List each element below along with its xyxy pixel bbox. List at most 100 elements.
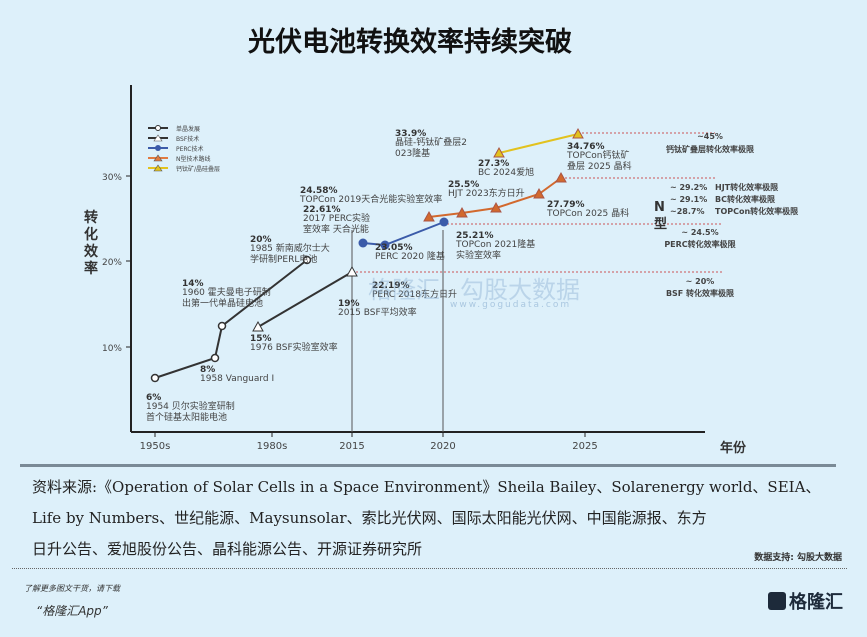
data-point [150,373,160,383]
point-label: 晶硅-钙钛矿叠层2023隆基 [395,138,467,159]
point-value-label: 6% [146,393,161,403]
limit-label: 钙钛矿叠层转化效率极限 [666,144,754,154]
legend-label: N型技术路线 [176,155,211,163]
point-label: 1954 贝尔实验室研制首个硅基太阳能电池 [146,402,235,423]
source-line: Life by Numbers、世纪能源、Maysunsolar、索比光伏网、国… [32,509,707,527]
watermark: www.gogudata.com [450,300,572,310]
point-value-label: 27.3% [478,159,509,169]
limit-label: HJT转化效率极限 [715,182,778,192]
limit-label: BC转化效率极限 [715,194,775,204]
point-value-label: 24.58% [300,186,338,196]
series-line [154,259,308,379]
legend-marker [153,134,163,142]
legend-label: PERC技术 [176,145,203,153]
data-support: 数据支持: 勾股大数据 [754,553,842,563]
logo-icon [768,592,786,610]
point-value-label: 33.9% [395,129,426,139]
point-value-label: 15% [250,334,272,344]
limit-label: PERC转化效率极限 [664,239,735,249]
point-value-label: 22.61% [303,205,341,215]
point-label: 2017 PERC实验室效率 天合光能 [303,214,370,235]
y-tick-label: 30% [102,173,122,183]
data-point [490,201,502,213]
data-point [217,321,227,331]
limit-value: ~ 20% [686,277,715,286]
point-value-label: 14% [182,279,204,289]
point-value-label: 23.05% [375,243,413,253]
point-label: 1960 霍夫曼电子研制出第一代单晶硅电池 [182,288,271,309]
divider [12,568,847,569]
limit-label: TOPCon转化效率极限 [715,206,798,216]
data-point [439,217,449,227]
promo-text: 了解更多图文干货，请下载 [24,584,120,593]
legend-label: BSF技术 [176,135,199,143]
data-point [493,146,505,158]
y-axis-label: 转化效率 [84,210,98,277]
y-tick-label: 10% [102,344,122,354]
chart-plot: 10% 20% 30% 1950s 1980s 2015 2020 2025 6% 8% 14% 20… [102,85,798,452]
legend-label: 钙钛矿/晶硅叠层 [176,165,220,173]
point-value-label: 25.5% [448,180,479,190]
data-point [572,127,584,139]
n-type-mark-xing: 型 [654,217,668,232]
logo: 格隆汇 [768,588,843,614]
data-point [210,353,220,363]
data-point [380,240,390,250]
point-label: 1958 Vanguard I [200,374,275,384]
data-point [358,238,368,248]
point-value-label: 20% [250,235,272,245]
point-label: TOPCon 2025 晶科 [547,209,630,219]
limit-label: BSF 转化效率极限 [666,288,734,298]
data-point [346,265,358,277]
n-type-mark-n: N [654,200,665,215]
divider [20,464,836,467]
data-point [533,187,545,199]
watermark: 格隆汇 [368,276,440,304]
legend-label: 单晶发展 [176,125,200,133]
app-name: “格隆汇App” [36,604,108,618]
data-point [456,206,468,218]
point-value-label: 22.19% [372,281,410,291]
limit-value: ~ 29.1% [670,195,707,204]
x-tick-label: 1950s [140,441,171,452]
series-line [362,221,445,247]
point-value-label: 27.79% [547,200,585,210]
x-axis-label: 年份 [720,441,747,456]
data-point [423,210,435,222]
source-line: 日升公告、爱旭股份公告、晶科能源公告、开源证券研究所 [32,540,423,558]
point-label: 2015 BSF平均效率 [338,308,417,318]
point-value-label: 8% [200,365,215,375]
data-point [302,255,312,265]
series-line [257,271,353,328]
point-label: BC 2024爱旭 [478,168,535,178]
legend-marker [153,164,163,172]
point-label: 1985 新南威尔士大学研制PERL电池 [250,244,330,265]
legend-marker [155,145,161,151]
x-tick-label: 2025 [572,441,597,452]
x-tick-label: 1980s [257,441,288,452]
source-line: 资料来源:《Operation of Solar Cells in a Spac… [32,478,821,496]
logo-text: 格隆汇 [789,592,843,613]
chart-title: 光伏电池转换效率持续突破 [248,27,572,58]
point-label: TOPCon 2019天合光能实验室效率 [300,195,443,205]
data-point [555,171,567,183]
x-tick-label: 2020 [430,441,455,452]
series-line [498,133,579,154]
legend-marker [153,154,163,162]
limit-value: ~ 29.2% [670,183,707,192]
legend-marker [155,125,161,131]
y-tick-label: 20% [102,258,122,268]
point-value-label: 34.76% [567,142,605,152]
limit-value: ~28.7% [670,207,704,216]
watermark: 勾股大数据 [460,276,580,304]
point-label: HJT 2023东方日升 [448,189,525,199]
data-point [252,320,264,332]
x-tick-label: 2015 [339,441,364,452]
limit-value: ~ 24.5% [681,228,718,237]
point-label: TOPCon 2021隆基实验室效率 [456,240,536,261]
point-value-label: 19% [338,299,360,309]
point-label: PERC 2018东方日升 [372,290,457,300]
point-label: PERC 2020 隆基 [375,252,445,262]
point-label: TOPCon钙钛矿叠层 2025 晶科 [567,151,632,172]
